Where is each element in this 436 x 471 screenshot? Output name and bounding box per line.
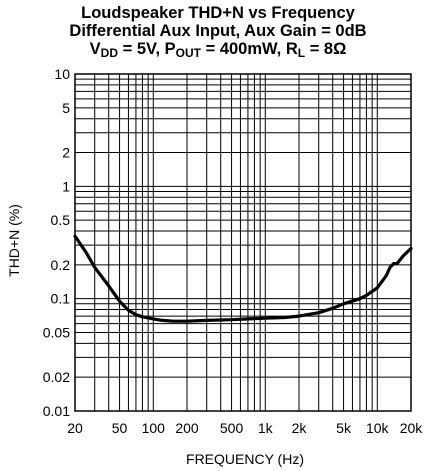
x-tick-label: 20 [67,420,83,436]
x-axis-label: FREQUENCY (Hz) [186,451,304,467]
title-pout-rl: = 400mW, R [201,40,298,58]
y-tick-label: 2 [62,145,70,161]
grid-lines [75,74,411,411]
title-rl-subscript: L [297,46,306,60]
x-tick-label: 1k [258,420,274,436]
chart-title-line3: VDD = 5V, POUT = 400mW, RL = 8Ω [0,40,436,60]
x-tick-label: 2k [292,420,308,436]
y-tick-label: 1 [62,178,70,194]
title-rl-value: = 8Ω [305,40,347,58]
y-tick-label: 0.02 [43,369,70,385]
y-tick-label: 10 [54,66,70,82]
y-tick-label: 5 [62,100,70,116]
y-tick-label: 0.2 [51,257,71,273]
x-tick-label: 500 [220,420,244,436]
x-tick-label: 5k [336,420,352,436]
x-axis-tick-labels: 20 50 100 200 500 1k 2k 5k 10k 20k [67,420,423,436]
x-tick-label: 20k [400,420,424,436]
data-series [73,234,413,323]
plot-frame [74,73,412,412]
x-tick-label: 10k [366,420,390,436]
y-tick-label: 0.1 [51,291,71,307]
x-tick-label: 100 [142,420,166,436]
title-vdd-symbol: V [89,40,101,58]
y-axis-tick-labels: 0.01 0.02 0.05 0.1 0.2 0.5 1 2 5 10 [43,66,70,419]
y-tick-label: 0.05 [43,324,70,340]
title-vdd-subscript: DD [100,46,119,60]
x-tick-label: 50 [112,420,128,436]
chart-title-line1: Loudspeaker THD+N vs Frequency [81,4,355,22]
thd-curve [73,234,413,323]
y-tick-label: 0.01 [43,403,70,419]
y-tick-label: 0.5 [51,212,71,228]
title-vdd-pout: = 5V, P [118,40,176,58]
title-pout-subscript: OUT [175,46,202,60]
y-axis-label: THD+N (%) [6,204,22,277]
chart-title-line2: Differential Aux Input, Aux Gain = 0dB [69,22,367,40]
x-tick-label: 200 [175,420,199,436]
